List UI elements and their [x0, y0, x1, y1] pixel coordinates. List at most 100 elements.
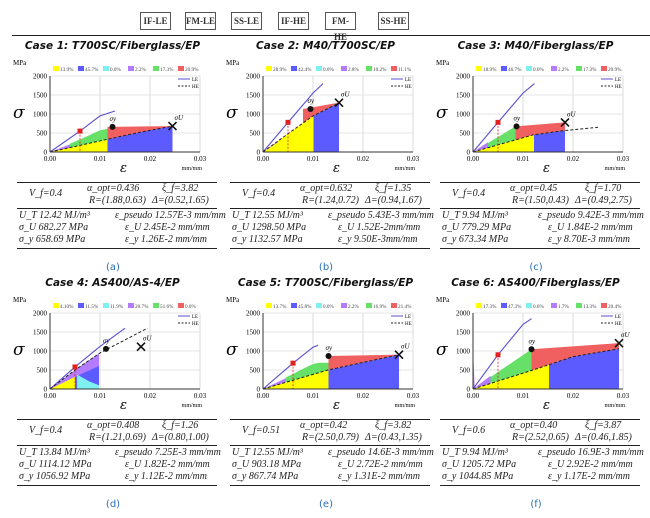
- pct-legend-value: 20.9%: [608, 67, 622, 73]
- eps-u-value: ε_U 1.84E-2 mm/mm: [548, 222, 633, 233]
- table-rule: [440, 485, 640, 486]
- sigma-u-label: σU: [341, 91, 350, 99]
- table-rule: [440, 445, 640, 446]
- pct-legend-swatch: [341, 66, 347, 71]
- pct-legend-swatch: [128, 66, 134, 71]
- case-panel-3: Case 3: M40/Fiberglass/EP σy σU 0 500 1000 150…: [428, 40, 644, 275]
- legend-if-he: IF-HE: [278, 12, 309, 30]
- y-tick-label: 500: [37, 367, 48, 375]
- xi-f-value: ξ_f=3.82: [162, 183, 199, 194]
- he-curve: [262, 354, 400, 390]
- table-rule: [230, 419, 430, 420]
- table-rule: [440, 208, 640, 209]
- pct-legend-swatch: [316, 303, 322, 308]
- he-curve: [49, 327, 148, 390]
- x-tick-label: 0.03: [407, 392, 420, 400]
- pct-legend-value: 11.9%: [110, 304, 124, 310]
- pct-legend-value: 10.2%: [373, 67, 387, 73]
- x-tick-label: 0.00: [44, 155, 57, 163]
- table-rule: [440, 419, 640, 420]
- table-rule: [230, 182, 430, 183]
- pct-legend-swatch: [366, 303, 372, 308]
- pct-legend-value: 0.0%: [185, 304, 196, 310]
- y-unit-label: MPa: [13, 296, 27, 304]
- region-fm-he: [285, 362, 329, 383]
- y-axis-label: σ: [13, 103, 25, 123]
- x-unit-label: mm/mm: [182, 166, 203, 172]
- pct-legend-value: 47.3%: [508, 304, 522, 310]
- pct-legend-swatch: [551, 303, 557, 308]
- x-tick-label: 0.00: [257, 155, 270, 163]
- y-tick-label: 1500: [33, 92, 48, 100]
- pct-legend-value: 0.0%: [323, 67, 334, 73]
- pct-legend-swatch: [501, 66, 507, 71]
- region-fm-he: [488, 126, 516, 148]
- region-if-le: [473, 364, 549, 389]
- sigma-u-value: σ_U 779.29 MPa: [442, 222, 512, 233]
- vf-value: V_f=0.4: [452, 188, 486, 199]
- delta-value: Δ=(0.94,1.67): [365, 195, 422, 206]
- pct-legend-swatch: [78, 66, 84, 71]
- eps-u-value: ε_U 2.45E-2 mm/mm: [125, 222, 210, 233]
- sigma-u-label: σU: [143, 335, 152, 343]
- sigma-y-label: σy: [529, 337, 536, 345]
- y-unit-label: MPa: [226, 296, 240, 304]
- region-ss-le: [76, 374, 99, 389]
- x-tick-label: 0.00: [44, 392, 57, 400]
- table-rule: [440, 182, 640, 183]
- x-tick-label: 0.00: [467, 155, 480, 163]
- eps-u-value: ε_U 1.52E-2mm/mm: [338, 222, 421, 233]
- le-curve: [262, 83, 324, 153]
- legend-le-label: LE: [615, 78, 621, 83]
- pct-legend-value: 11.5%: [85, 304, 99, 310]
- ut-value: U_T 12.55 MJ/m³: [232, 447, 303, 458]
- x-tick-label: 0.03: [617, 155, 630, 163]
- pct-legend-swatch: [53, 66, 59, 71]
- sigma-y-label: σy: [514, 114, 521, 122]
- x-tick-label: 0.02: [567, 155, 580, 163]
- y-axis-label: σ: [226, 103, 238, 123]
- x-tick-label: 0.02: [357, 392, 370, 400]
- pct-legend-value: 51.6%: [160, 304, 174, 310]
- y-tick-label: 0: [44, 149, 48, 157]
- pct-legend-swatch: [266, 303, 272, 308]
- alpha-opt-value: α_opt=0.45: [510, 183, 558, 194]
- r-value: R=(1.21,0.69): [89, 432, 147, 443]
- sigma-y-marker: [307, 105, 314, 112]
- x-tick-label: 0.01: [517, 392, 530, 400]
- alpha-opt-value: α_opt=0.408: [87, 420, 140, 431]
- sigma-y-value: σ_y 673.34 MPa: [442, 234, 509, 245]
- y-tick-label: 1500: [33, 329, 48, 337]
- pct-legend-value: 20.7%: [135, 304, 149, 310]
- region-fm-le: [328, 354, 399, 389]
- top-divider: [12, 35, 650, 36]
- pct-legend-value: 20.4%: [608, 304, 622, 310]
- case-panel-4: Case 4: AS400/AS-4/EP σy σU 0 500 1000 1500 200…: [5, 277, 221, 512]
- y-axis-label: σ: [13, 340, 25, 360]
- legend-he-label: HE: [615, 85, 622, 90]
- eps-pseudo-value: ε_pseudo 14.6E-3 mm/mm: [328, 447, 434, 458]
- results-table: V_f=0.51 α_opt=0.42 ξ_f=3.82 R=(2.50,0.79) Δ…: [230, 419, 434, 489]
- stress-strain-plot: σy σU 0 500 1000 1500 2000 0.00 0.01 0.02 0.03 MPa σ…: [226, 59, 420, 172]
- delta-value: Δ=(0.43,1.35): [365, 432, 422, 443]
- case-panel-1: Case 1: T700SC/Fiberglass/EP σy σU 0 500 1000…: [5, 40, 226, 275]
- x-tick-label: 0.00: [257, 392, 270, 400]
- r-value: R=(2.50,0.79): [302, 432, 360, 443]
- sigma-y-value: σ_y 867.74 MPa: [232, 471, 299, 482]
- sigma-u-label: σU: [621, 331, 630, 339]
- ut-value: U_T 9.94 MJ/m³: [442, 447, 508, 458]
- y-tick-label: 0: [467, 149, 471, 157]
- xi-f-value: ξ_f=1.35: [375, 183, 412, 194]
- delta-value: Δ=(0.80,1.00): [152, 432, 209, 443]
- y-tick-label: 1000: [246, 111, 261, 119]
- alpha-opt-value: α_opt=0.40: [510, 420, 558, 431]
- x-axis-label: ε: [120, 398, 127, 409]
- eps-y-value: ε_y 1.31E-2 mm/mm: [338, 471, 420, 482]
- x-axis-label: ε: [120, 161, 127, 172]
- table-rule: [230, 485, 430, 486]
- sigma-y-label: σy: [103, 337, 110, 345]
- y-axis-label: σ: [436, 103, 448, 123]
- legend-le-label: LE: [405, 315, 411, 320]
- y-unit-label: MPa: [13, 59, 27, 67]
- le-curve: [472, 318, 532, 390]
